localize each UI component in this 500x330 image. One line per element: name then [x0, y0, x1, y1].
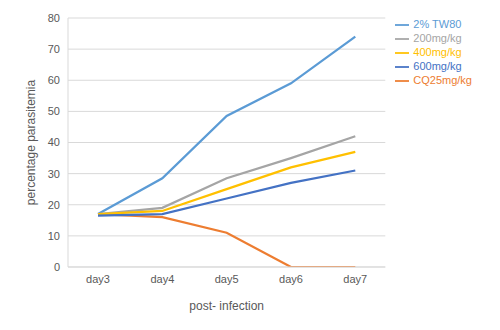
svg-text:day3: day3 — [86, 273, 110, 285]
html-text:400mg/kg: 400mg/kg — [413, 46, 462, 59]
svg-text:10: 10 — [48, 230, 60, 242]
svg-text:20: 20 — [48, 199, 60, 211]
svg-text:70: 70 — [48, 43, 60, 55]
svg-text:day5: day5 — [215, 273, 239, 285]
svg-text:50: 50 — [48, 105, 60, 117]
html-text:200mg/kg: 200mg/kg — [413, 32, 462, 45]
svg-text:percentage parasitemia: percentage parasitemia — [24, 79, 38, 205]
svg-text:0: 0 — [54, 261, 60, 273]
svg-text:40: 40 — [48, 136, 60, 148]
svg-text:day6: day6 — [279, 273, 303, 285]
html-text:600mg/kg: 600mg/kg — [413, 60, 462, 73]
svg-text:60: 60 — [48, 74, 60, 86]
svg-text:30: 30 — [48, 168, 60, 180]
html-text:CQ25mg/kg: CQ25mg/kg — [413, 74, 472, 87]
svg-text:80: 80 — [48, 12, 60, 24]
svg-text:post- infection: post- infection — [189, 299, 264, 313]
html-text:2% TW80: 2% TW80 — [413, 18, 462, 30]
svg-text:day4: day4 — [150, 273, 174, 285]
svg-text:day7: day7 — [343, 273, 367, 285]
